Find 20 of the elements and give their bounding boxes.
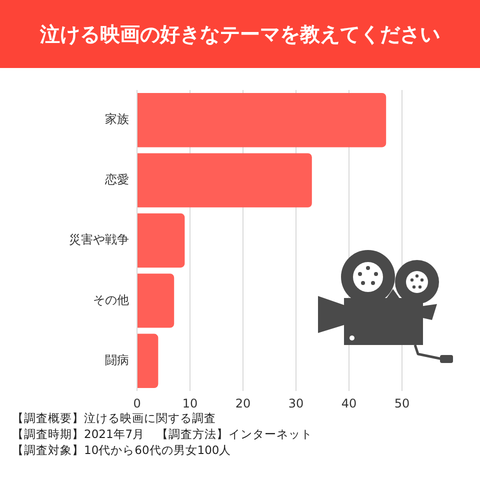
y-tick-label: 恋愛 bbox=[104, 172, 129, 186]
bar bbox=[138, 93, 386, 148]
bar bbox=[138, 153, 312, 208]
text: 【調査概要】泣ける映画に関する調査 bbox=[12, 410, 217, 426]
y-tick-label: その他 bbox=[93, 292, 129, 307]
text: 【調査対象】10代から60代の男女100人 bbox=[12, 442, 232, 458]
x-tick-label: 0 bbox=[133, 396, 141, 410]
x-tick-label: 20 bbox=[235, 396, 251, 410]
chart-title: 泣ける映画の好きなテーマを教えてください bbox=[0, 0, 480, 68]
text: 【調査時期】2021年7月 【調査方法】インターネット bbox=[12, 426, 313, 442]
bar bbox=[138, 334, 158, 388]
bar bbox=[138, 274, 174, 328]
x-tick-label: 30 bbox=[288, 396, 304, 410]
y-tick-label: 闘病 bbox=[105, 353, 129, 368]
y-tick-label: 家族 bbox=[105, 112, 129, 126]
x-tick-label: 40 bbox=[341, 396, 357, 410]
bar bbox=[138, 213, 185, 268]
y-tick-label: 災害や戦争 bbox=[69, 232, 129, 247]
x-tick-label: 50 bbox=[394, 396, 410, 410]
x-tick-label: 10 bbox=[182, 396, 198, 410]
